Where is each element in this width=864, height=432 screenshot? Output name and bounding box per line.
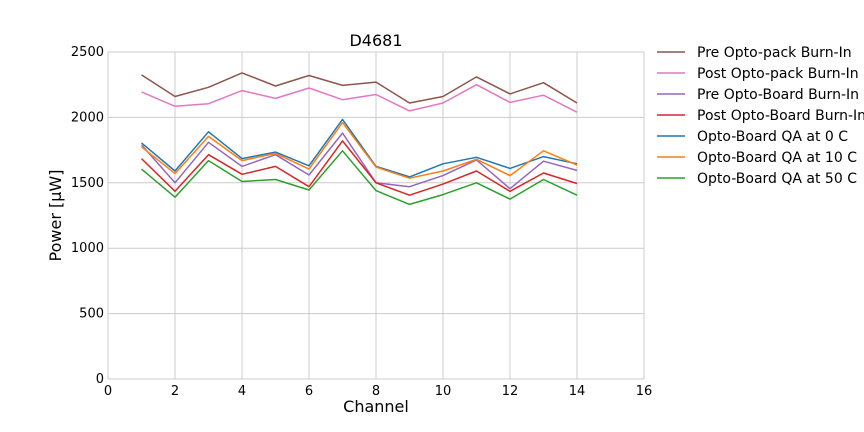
legend-label: Opto-Board QA at 50 C (697, 171, 857, 187)
x-tick-labels: 0 2 4 6 8 10 12 14 16 (104, 384, 652, 399)
series-line-3 (140, 132, 578, 190)
y-tick-label: 0 (96, 372, 104, 387)
legend-label: Pre Opto-pack Burn-In (697, 45, 852, 61)
x-tick-label: 12 (502, 384, 519, 399)
series-line-6 (141, 121, 578, 179)
x-tick-label: 4 (238, 384, 246, 399)
y-tick-label: 2500 (71, 45, 104, 60)
x-tick-label: 14 (569, 384, 586, 399)
series-line-4 (140, 140, 578, 196)
legend-label: Post Opto-Board Burn-In (697, 108, 864, 124)
series-line-2 (141, 83, 578, 113)
y-tick-labels: 0 500 1000 1500 2000 2500 (71, 45, 104, 387)
series-line-7 (141, 150, 578, 206)
series-layer (140, 72, 578, 206)
x-tick-label: 0 (104, 384, 112, 399)
legend-label: Post Opto-pack Burn-In (697, 66, 859, 82)
x-tick-label: 2 (171, 384, 179, 399)
x-tick-label: 8 (372, 384, 380, 399)
series-line-5 (141, 118, 578, 178)
y-axis-label: Power [μW] (46, 170, 65, 262)
y-tick-label: 500 (79, 307, 104, 322)
y-tick-label: 1500 (71, 176, 104, 191)
x-tick-label: 6 (305, 384, 313, 399)
plot-area (107, 51, 645, 380)
series-line-1 (141, 72, 578, 104)
x-tick-label: 16 (636, 384, 653, 399)
x-axis-label: Channel (343, 397, 409, 416)
x-tick-label: 10 (435, 384, 452, 399)
legend: Pre Opto-pack Burn-In Post Opto-pack Burn… (657, 45, 864, 187)
y-tick-label: 2000 (71, 110, 104, 125)
grid-lines (107, 51, 645, 380)
chart-title: D4681 (349, 31, 402, 50)
legend-label: Pre Opto-Board Burn-In (697, 87, 859, 103)
legend-label: Opto-Board QA at 0 C (697, 129, 848, 145)
legend-label: Opto-Board QA at 10 C (697, 150, 857, 166)
y-tick-label: 1000 (71, 241, 104, 256)
